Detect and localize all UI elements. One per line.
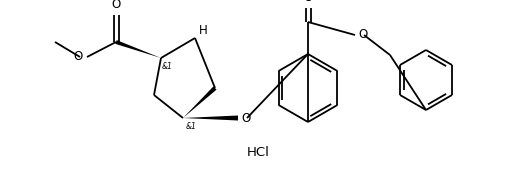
Text: O: O bbox=[358, 29, 367, 42]
Text: O: O bbox=[303, 0, 313, 4]
Polygon shape bbox=[183, 116, 238, 121]
Text: O: O bbox=[111, 0, 120, 11]
Polygon shape bbox=[183, 86, 217, 118]
Text: H: H bbox=[199, 24, 208, 37]
Text: &1: &1 bbox=[162, 62, 173, 71]
Text: O: O bbox=[241, 112, 250, 125]
Text: O: O bbox=[74, 51, 83, 63]
Text: &1: &1 bbox=[186, 122, 197, 131]
Polygon shape bbox=[115, 40, 161, 58]
Text: HCl: HCl bbox=[247, 145, 269, 158]
